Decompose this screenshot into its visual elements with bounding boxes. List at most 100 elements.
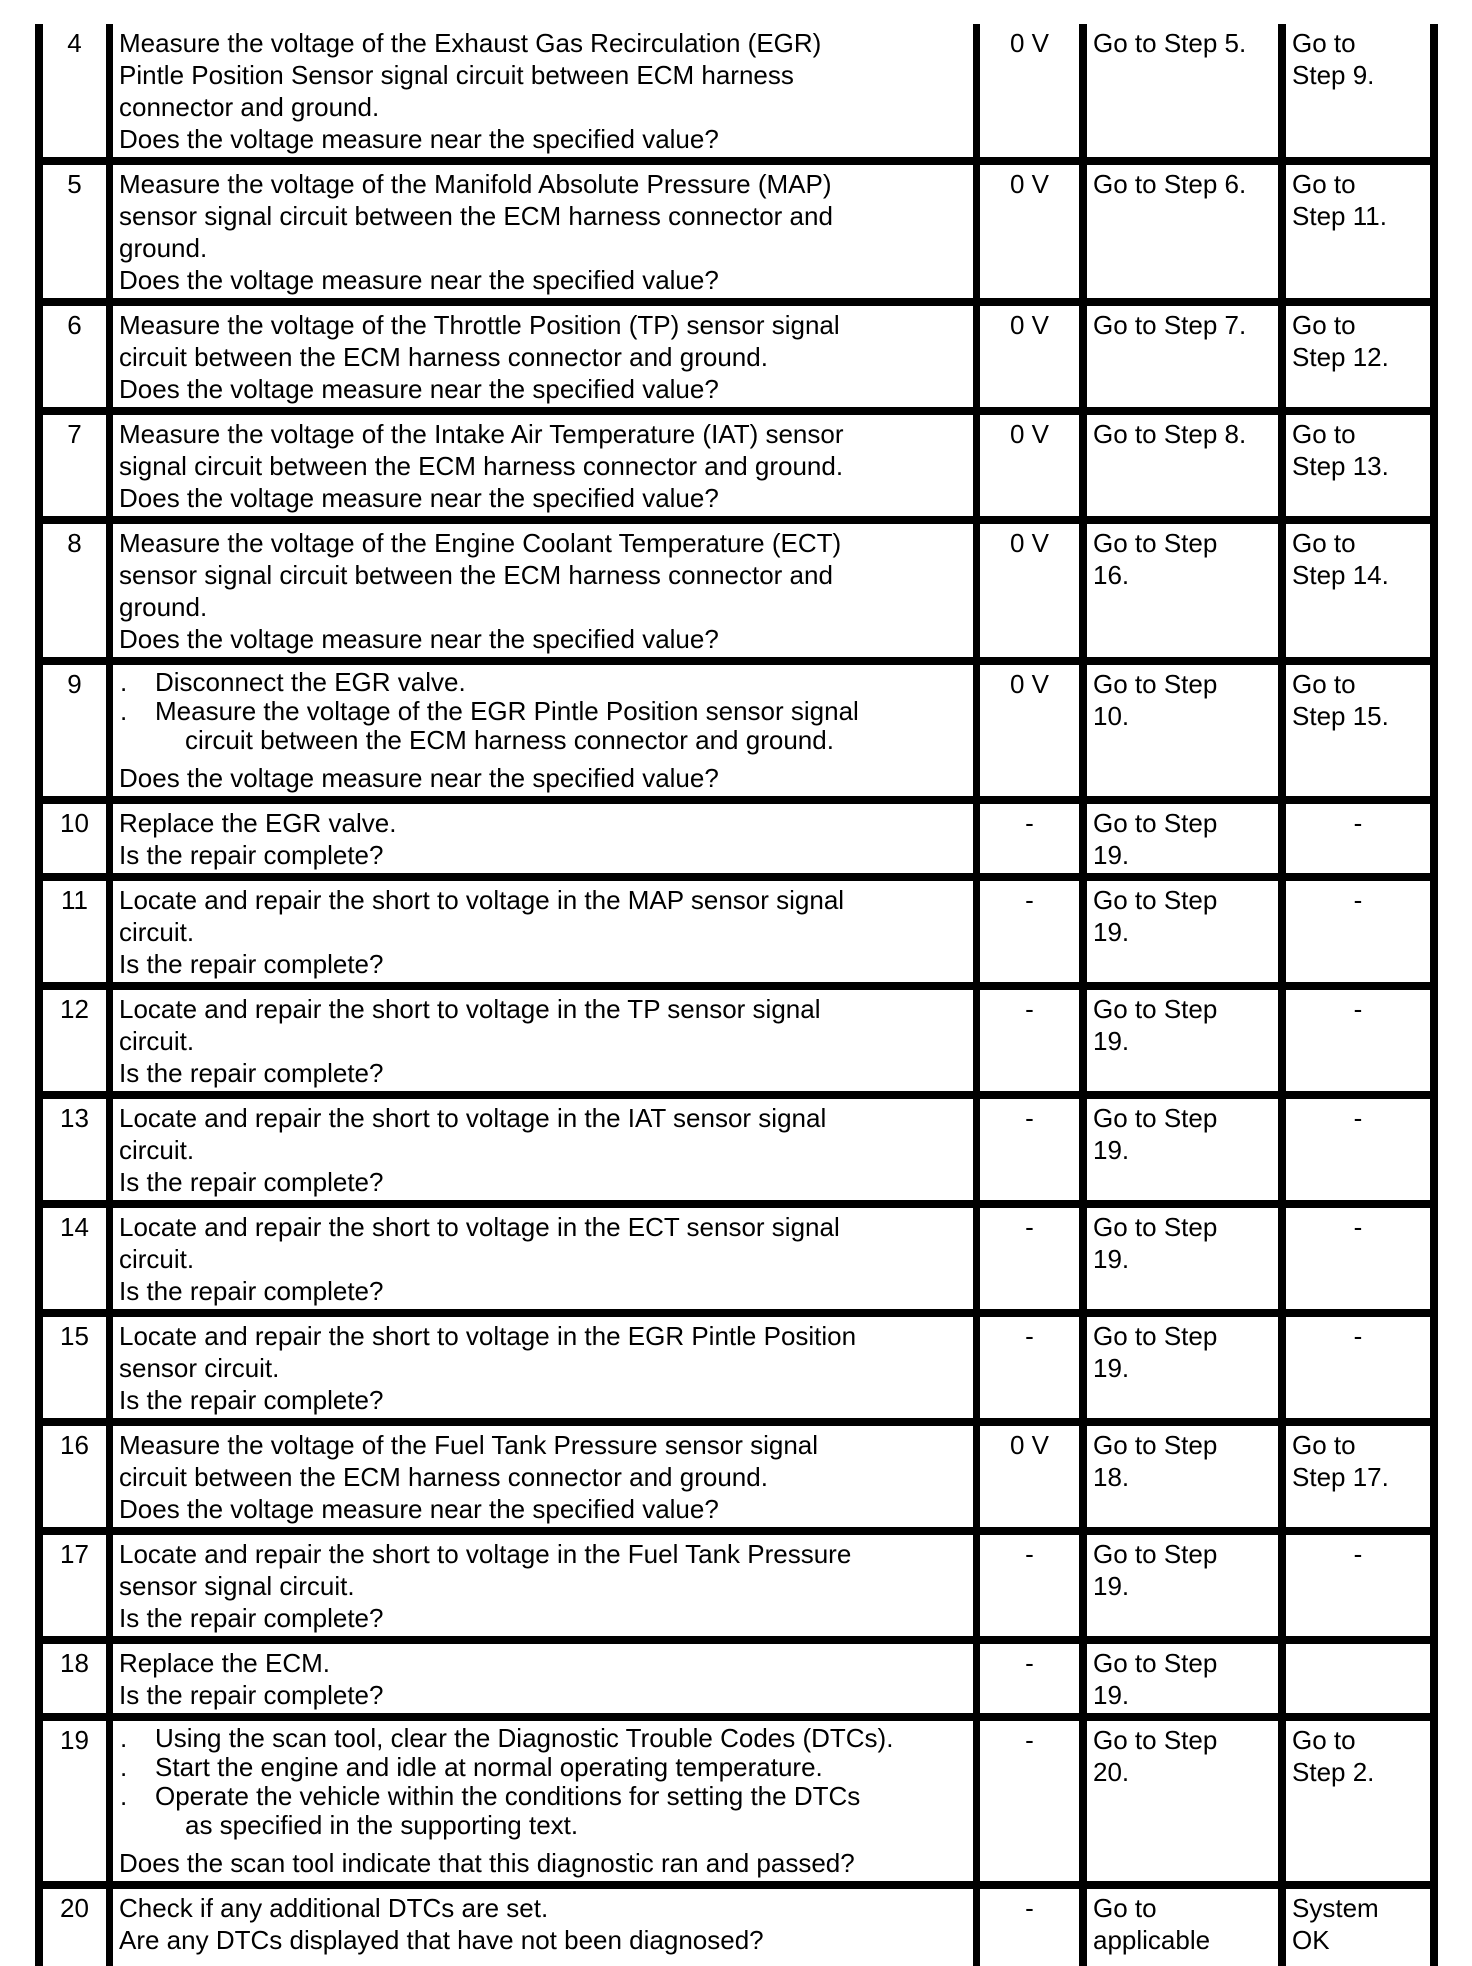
action-line: Does the voltage measure near the specif…	[119, 483, 719, 513]
no-cell: Go to Step 2.	[1286, 1721, 1430, 1881]
step-cell: 7	[43, 415, 113, 516]
no-line: -	[1353, 808, 1363, 838]
no-line: Go to	[1292, 528, 1356, 558]
action-line: signal circuit between the ECM harness c…	[119, 451, 844, 481]
yes-line: Go to Step	[1093, 1725, 1218, 1755]
no-cell: Go to Step 9.	[1286, 24, 1430, 157]
no-cell: Go to Step 15.	[1286, 665, 1430, 796]
action-line: sensor signal circuit between the ECM ha…	[119, 560, 833, 590]
step-cell: 16	[43, 1426, 113, 1527]
yes-cell: Go to Step 19.	[1087, 1208, 1286, 1309]
action-cell: Measure the voltage of the Manifold Abso…	[113, 165, 980, 298]
action-cell: . Disconnect the EGR valve.. Measure the v…	[113, 665, 980, 796]
yes-line: 19.	[1093, 1135, 1130, 1165]
no-line: Go to	[1292, 169, 1356, 199]
yes-line: Go to Step 7.	[1093, 310, 1247, 340]
action-line: Does the voltage measure near the specif…	[119, 124, 719, 154]
no-line: Step 12.	[1292, 342, 1389, 372]
action-line: circuit.	[119, 1244, 195, 1274]
action-line-text: Operate the vehicle within the condition…	[155, 1781, 861, 1811]
step-cell: 6	[43, 306, 113, 407]
table-row: 11 Locate and repair the short to voltag…	[43, 881, 1430, 990]
value-cell: 0 V	[980, 524, 1087, 657]
no-cell: Go to Step 17.	[1286, 1426, 1430, 1527]
action-line: Measure the voltage of the Engine Coolan…	[119, 528, 842, 558]
table-row: 16 Measure the voltage of the Fuel Tank …	[43, 1426, 1430, 1535]
yes-line: 10.	[1093, 701, 1130, 731]
value-cell: 0 V	[980, 415, 1087, 516]
no-line: Step 2.	[1292, 1757, 1375, 1787]
action-line: Is the repair complete?	[119, 1385, 384, 1415]
table-row: 8 Measure the voltage of the Engine Cool…	[43, 524, 1430, 665]
value-cell: 0 V	[980, 24, 1087, 157]
diagnostic-table: 4 Measure the voltage of the Exhaust Gas…	[35, 24, 1438, 1966]
action-line: ground.	[119, 233, 208, 263]
yes-cell: Go to Step 6.	[1087, 165, 1286, 298]
action-line: Are any DTCs displayed that have not bee…	[119, 1925, 764, 1955]
value-cell: 0 V	[980, 1426, 1087, 1527]
table-row: 18 Replace the ECM. Is the repair complet…	[43, 1644, 1430, 1721]
action-line: Is the repair complete?	[119, 840, 384, 870]
step-cell: 11	[43, 881, 113, 982]
action-line-text: Start the engine and idle at normal oper…	[155, 1752, 823, 1782]
no-line: System	[1292, 1893, 1379, 1923]
table-row: 15 Locate and repair the short to voltag…	[43, 1317, 1430, 1426]
action-line: sensor signal circuit.	[119, 1571, 355, 1601]
action-line: Locate and repair the short to voltage i…	[119, 1539, 852, 1569]
table-row: 17 Locate and repair the short to voltag…	[43, 1535, 1430, 1644]
action-line: as specified in the supporting text.	[185, 1810, 579, 1840]
yes-cell: Go to Step 8.	[1087, 415, 1286, 516]
no-cell: -	[1286, 1535, 1430, 1636]
action-cell: Locate and repair the short to voltage i…	[113, 1099, 980, 1200]
yes-line: Go to Step	[1093, 669, 1218, 699]
yes-line: Go to Step	[1093, 1648, 1218, 1678]
no-line: -	[1353, 1539, 1363, 1569]
no-cell: -	[1286, 881, 1430, 982]
no-cell	[1286, 1644, 1430, 1713]
bullet-icon: .	[120, 667, 128, 697]
yes-cell: Go to Step 19.	[1087, 1535, 1286, 1636]
bullet-icon: .	[120, 1752, 128, 1782]
yes-line: Go to Step	[1093, 528, 1218, 558]
action-line: Check if any additional DTCs are set.	[119, 1893, 549, 1923]
yes-line: Go to Step	[1093, 885, 1218, 915]
table-row: 7 Measure the voltage of the Intake Air …	[43, 415, 1430, 524]
yes-cell: Go to Step 19.	[1087, 1644, 1286, 1713]
action-line: circuit.	[119, 917, 195, 947]
action-cell: Check if any additional DTCs are set. Are…	[113, 1889, 980, 1966]
step-cell: 18	[43, 1644, 113, 1713]
no-line: -	[1353, 885, 1363, 915]
action-cell: Measure the voltage of the Throttle Posi…	[113, 306, 980, 407]
no-line: Go to	[1292, 669, 1356, 699]
action-cell: Measure the voltage of the Engine Coolan…	[113, 524, 980, 657]
no-cell: -	[1286, 1208, 1430, 1309]
no-cell: -	[1286, 1099, 1430, 1200]
no-cell: System OK	[1286, 1889, 1430, 1966]
action-line: Is the repair complete?	[119, 949, 384, 979]
action-line: Measure the voltage of the Throttle Posi…	[119, 310, 840, 340]
yes-line: 19.	[1093, 917, 1130, 947]
yes-line: 19.	[1093, 1353, 1130, 1383]
action-cell: Replace the ECM. Is the repair complete?	[113, 1644, 980, 1713]
yes-cell: Go to Step 19.	[1087, 990, 1286, 1091]
action-line: circuit.	[119, 1026, 195, 1056]
yes-cell: Go to Step 18.	[1087, 1426, 1286, 1527]
action-cell: Locate and repair the short to voltage i…	[113, 881, 980, 982]
no-line: Go to	[1292, 310, 1356, 340]
no-line: Go to	[1292, 1725, 1356, 1755]
yes-line: 18.	[1093, 1462, 1130, 1492]
value-cell: -	[980, 1644, 1087, 1713]
no-line: Go to	[1292, 1430, 1356, 1460]
action-line-text: Using the scan tool, clear the Diagnosti…	[155, 1723, 894, 1753]
yes-line: 19.	[1093, 1571, 1130, 1601]
action-line: circuit.	[119, 1135, 195, 1165]
action-line: circuit between the ECM harness connecto…	[119, 342, 768, 372]
yes-line: Go to Step	[1093, 1212, 1218, 1242]
no-cell: -	[1286, 990, 1430, 1091]
action-line: Does the voltage measure near the specif…	[119, 763, 719, 793]
value-cell: -	[980, 1317, 1087, 1418]
yes-cell: Go to Step 19.	[1087, 1099, 1286, 1200]
action-line: Does the voltage measure near the specif…	[119, 374, 719, 404]
action-line-text: Measure the voltage of the EGR Pintle Po…	[155, 696, 859, 726]
